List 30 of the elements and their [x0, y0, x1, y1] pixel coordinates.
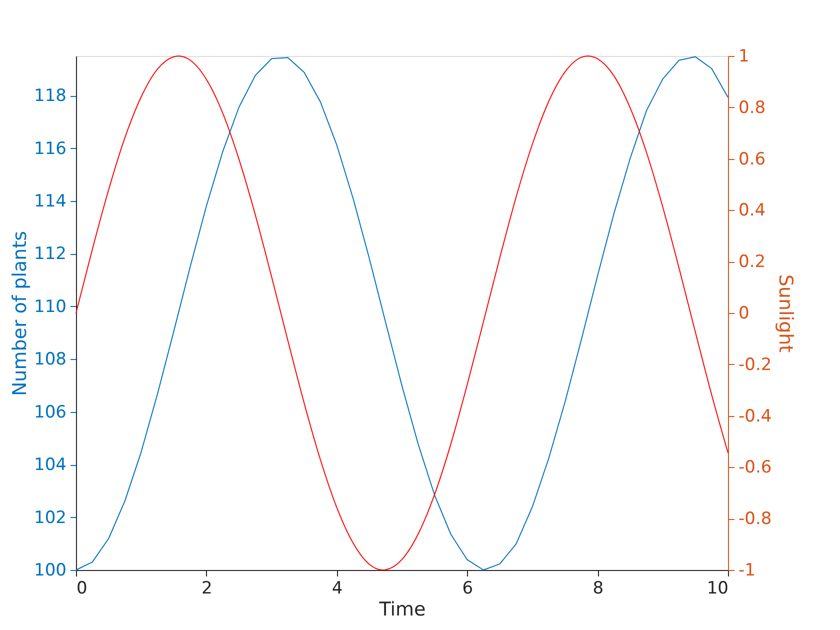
y-axis-title: Number of plants: [9, 230, 32, 396]
y-tick-label: 108: [34, 350, 66, 370]
y2-tick-label: 0.2: [738, 252, 766, 272]
y2-tick-label: 0.8: [738, 98, 766, 118]
y-tick-label: 112: [34, 244, 66, 264]
x-axis-title: Time: [378, 598, 426, 620]
y-tick-label: 116: [34, 138, 66, 159]
x-tick-label: 2: [201, 578, 212, 598]
y-tick-label: 100: [34, 560, 66, 580]
y-tick-label: 114: [34, 191, 66, 212]
y2-tick-label: 0.6: [738, 149, 766, 170]
y-tick-label: 106: [34, 402, 66, 422]
y-tick-label: 118: [34, 86, 66, 106]
y-tick-label: 102: [34, 508, 66, 528]
y2-tick-label: -1: [738, 560, 756, 580]
x-tick-label: 10: [706, 578, 728, 598]
x-tick-label: 0: [76, 578, 88, 598]
y2-tick-label: 0.4: [738, 200, 766, 221]
y2-tick-label: 0: [738, 304, 750, 324]
y-tick-label: 104: [34, 455, 66, 476]
x-tick-label: 4: [332, 578, 343, 598]
y-tick-label: 110: [34, 296, 66, 317]
y2-tick-label: -0.6: [738, 458, 772, 478]
y2-tick-label: -0.2: [738, 354, 772, 375]
y2-axis-title: Sunlight: [774, 274, 797, 353]
x-tick-label: 6: [462, 578, 474, 598]
y2-tick-label: -0.8: [738, 509, 772, 530]
y2-tick-label: 1: [738, 46, 750, 66]
y2-tick-label: -0.4: [738, 406, 772, 426]
x-tick-label: 8: [592, 578, 604, 598]
